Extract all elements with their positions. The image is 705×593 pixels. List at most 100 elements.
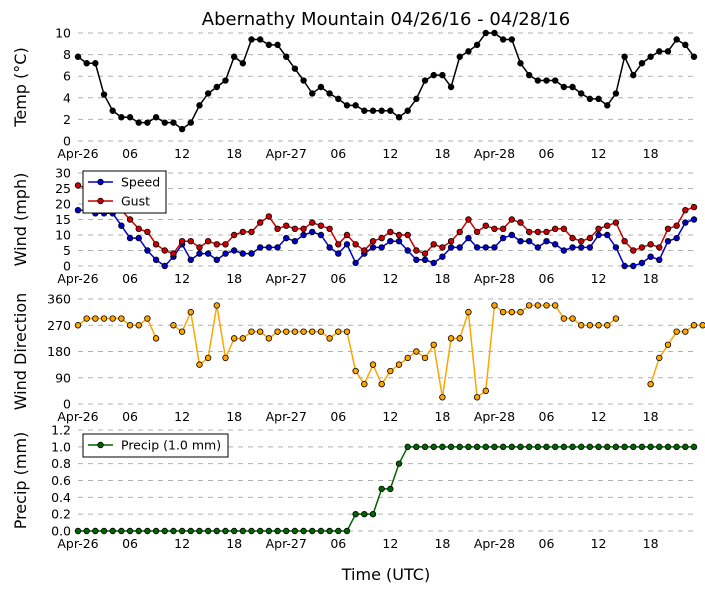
data-point: [300, 328, 307, 335]
legend-label: Speed: [121, 175, 160, 190]
data-point: [291, 237, 299, 245]
y-tick-label: 0.8: [51, 456, 71, 471]
data-point: [630, 71, 637, 79]
data-point: [178, 125, 186, 133]
y-tick-label: 180: [47, 344, 71, 359]
data-point: [604, 102, 611, 109]
data-point: [560, 443, 568, 451]
data-point: [326, 225, 333, 232]
x-tick-label: 06: [122, 536, 138, 551]
y-tick-label: 4: [63, 90, 71, 105]
data-point: [482, 244, 489, 251]
data-point: [196, 244, 203, 251]
data-point: [283, 222, 290, 229]
data-point: [621, 53, 628, 60]
data-point: [343, 231, 351, 239]
data-point: [543, 443, 550, 451]
data-point: [499, 234, 507, 242]
data-point: [378, 107, 385, 114]
data-point: [335, 250, 342, 257]
data-point: [187, 308, 194, 316]
data-point: [222, 241, 229, 248]
data-point: [170, 119, 177, 126]
data-point: [395, 237, 403, 245]
data-point: [664, 225, 672, 232]
data-point: [647, 53, 654, 60]
data-point: [534, 228, 542, 236]
data-point: [317, 328, 325, 335]
data-point: [152, 241, 160, 248]
data-point: [161, 119, 168, 126]
data-point: [421, 250, 429, 257]
data-point: [664, 341, 672, 348]
data-point: [682, 328, 689, 335]
y-tick-label: 15: [55, 212, 71, 227]
y-tick-label: 1.2: [51, 423, 71, 438]
data-point: [74, 206, 82, 214]
data-point: [343, 241, 351, 248]
data-point: [283, 53, 290, 60]
data-point: [335, 241, 342, 248]
data-point: [430, 259, 437, 267]
data-point: [152, 335, 160, 342]
data-point: [560, 315, 568, 322]
data-point: [326, 527, 333, 535]
data-point: [447, 244, 455, 251]
x-axis-label: Time (UTC): [341, 565, 430, 584]
data-point: [213, 256, 221, 263]
x-tick-label: Apr-26: [57, 536, 98, 551]
data-point: [265, 213, 273, 220]
data-point: [586, 322, 594, 329]
data-point: [265, 244, 273, 251]
x-tick-label: 18: [226, 146, 242, 161]
data-point: [595, 225, 602, 232]
data-point: [534, 244, 542, 251]
data-point: [395, 361, 403, 368]
x-tick-label: 18: [226, 409, 242, 424]
legend-label: Gust: [121, 194, 150, 209]
data-point: [638, 60, 646, 67]
data-point: [465, 443, 472, 451]
data-point: [447, 83, 455, 91]
data-point: [387, 228, 394, 236]
data-point: [274, 225, 281, 232]
data-point: [317, 231, 325, 239]
data-point: [326, 90, 333, 97]
data-point: [274, 328, 281, 335]
data-point: [456, 335, 463, 342]
data-point: [456, 244, 463, 251]
data-point: [508, 36, 516, 43]
y-tick-label: 8: [63, 47, 71, 62]
x-tick-label: 18: [643, 271, 659, 286]
data-point: [630, 443, 637, 451]
y-tick-label: 270: [47, 318, 71, 333]
data-point: [256, 527, 264, 535]
y-tick-label: 0: [63, 134, 71, 149]
y-tick-label: 30: [55, 166, 71, 181]
data-point: [369, 107, 377, 114]
data-point: [196, 102, 203, 109]
legend-marker: [97, 197, 104, 205]
data-point: [517, 219, 524, 226]
data-point: [499, 443, 507, 451]
series-line: [78, 446, 694, 532]
data-point: [491, 225, 498, 232]
y-tick-label: 0: [63, 259, 71, 274]
data-point: [361, 107, 368, 114]
data-point: [690, 216, 698, 223]
data-point: [92, 60, 99, 67]
data-point: [265, 335, 273, 342]
y-tick-label: 25: [55, 181, 71, 196]
x-tick-label: Apr-28: [474, 146, 515, 161]
legend-marker: [97, 178, 104, 186]
data-point: [152, 527, 160, 535]
data-point: [161, 262, 168, 270]
data-point: [361, 247, 368, 254]
y-tick-label: 10: [55, 228, 71, 243]
data-point: [508, 308, 516, 316]
data-point: [222, 527, 229, 535]
x-tick-label: 06: [330, 409, 346, 424]
panels: 0 2 4 6 8 10 Temp (°C) Apr-26 06 12 18 Apr-27 06 12 18…: [11, 26, 705, 551]
